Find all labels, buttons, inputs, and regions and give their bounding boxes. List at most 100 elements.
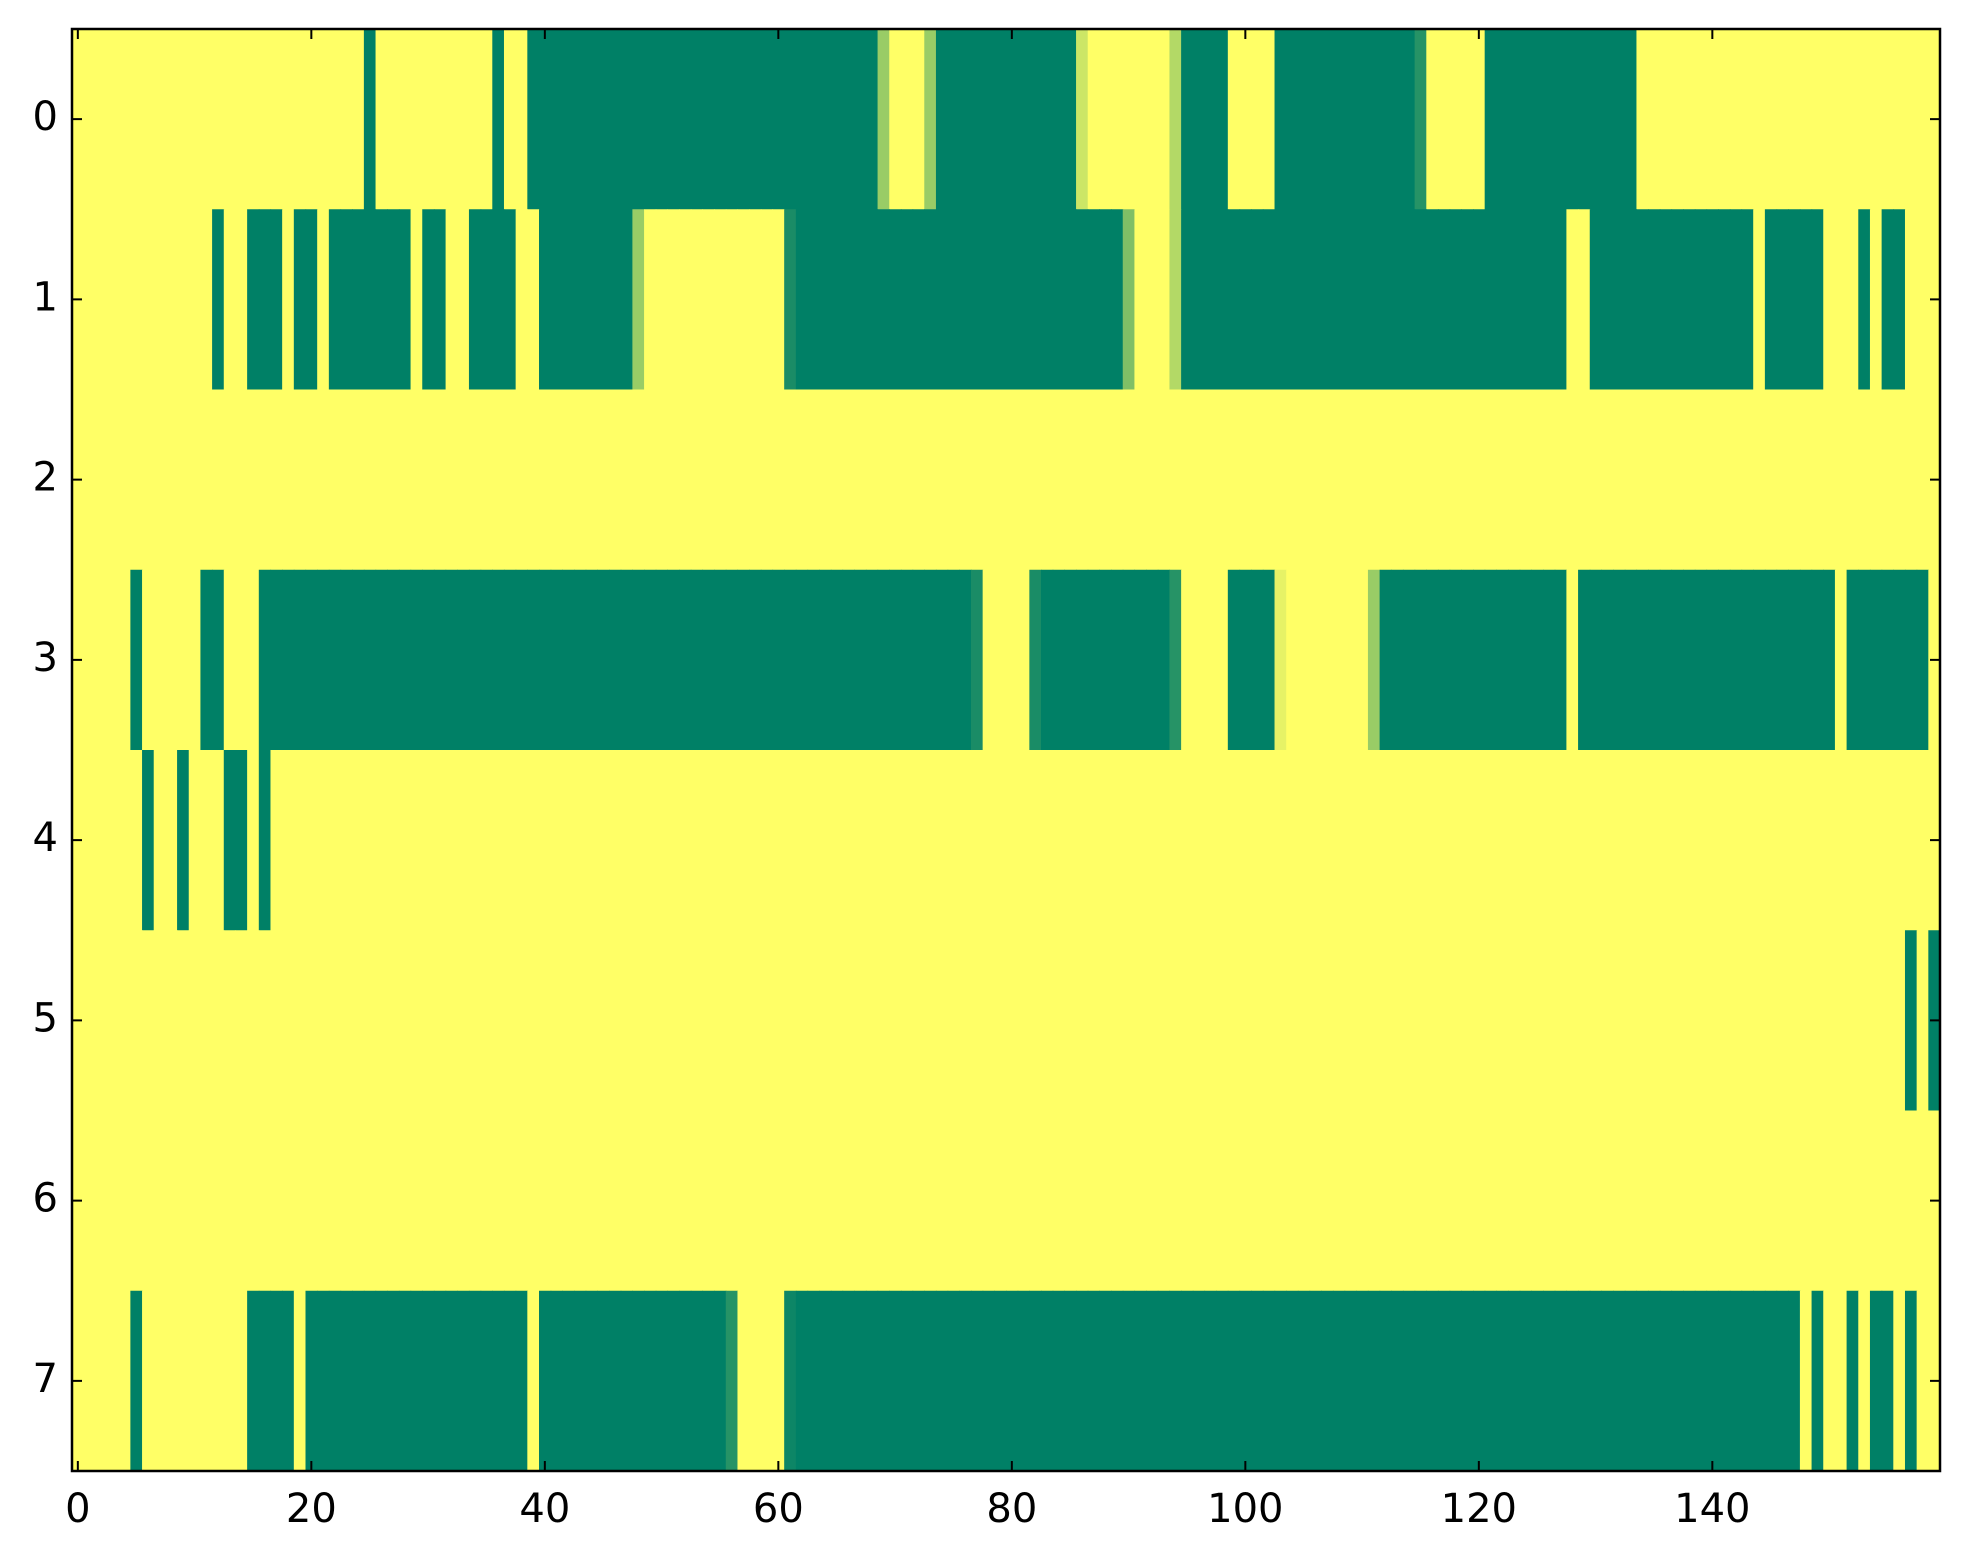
heatmap-cell	[282, 209, 295, 391]
heatmap-cell	[1449, 1290, 1462, 1472]
heatmap-cell	[247, 930, 260, 1112]
heatmap-cell	[667, 209, 680, 391]
heatmap-cell	[994, 569, 1007, 751]
heatmap-cell	[842, 1290, 855, 1472]
heatmap-cell	[130, 389, 143, 571]
heatmap-cell	[1776, 750, 1789, 931]
heatmap-cell	[1146, 1290, 1159, 1472]
heatmap-cell	[387, 29, 400, 210]
heatmap-cell	[410, 1290, 423, 1472]
heatmap-cell	[1893, 1110, 1906, 1292]
heatmap-cell	[1029, 569, 1042, 751]
heatmap-cell	[1718, 569, 1731, 751]
heatmap-cell	[1076, 389, 1089, 571]
heatmap-cell	[1064, 569, 1077, 751]
heatmap-cell	[597, 750, 610, 931]
heatmap-cell	[1087, 1290, 1100, 1472]
heatmap-cell	[445, 389, 458, 571]
heatmap-cell	[1099, 930, 1112, 1112]
heatmap-cell	[947, 1290, 960, 1472]
heatmap-cell	[1741, 1290, 1754, 1472]
heatmap-cell	[1064, 209, 1077, 391]
heatmap-cell	[223, 389, 237, 571]
heatmap-cell	[842, 750, 855, 931]
heatmap-cell	[340, 209, 353, 391]
heatmap-cell	[1659, 1110, 1673, 1292]
heatmap-cell	[597, 209, 610, 391]
heatmap-cell	[422, 750, 435, 931]
heatmap-cell	[468, 750, 482, 931]
heatmap-cell	[142, 29, 155, 210]
heatmap-cell	[503, 1290, 517, 1472]
heatmap-cell	[1099, 750, 1112, 931]
heatmap-cell	[1309, 1290, 1322, 1472]
heatmap-cell	[714, 389, 727, 571]
heatmap-cell	[142, 1290, 155, 1472]
heatmap-cell	[784, 29, 797, 210]
heatmap-cell	[118, 209, 131, 391]
heatmap-cell	[1893, 750, 1906, 931]
heatmap-cell	[1262, 569, 1276, 751]
heatmap-cell	[1297, 209, 1311, 391]
heatmap-cell	[1321, 29, 1334, 210]
heatmap-cell	[223, 930, 237, 1112]
heatmap-cell	[749, 1110, 762, 1292]
heatmap-cell	[1881, 569, 1894, 751]
heatmap-cell	[1344, 389, 1357, 571]
heatmap-cell	[1064, 1110, 1077, 1292]
heatmap-cell	[935, 750, 949, 931]
heatmap-cell	[387, 209, 400, 391]
heatmap-cell	[468, 29, 482, 210]
heatmap-cell	[1601, 29, 1614, 210]
heatmap-cell	[1379, 750, 1392, 931]
heatmap-cell	[1601, 569, 1614, 751]
heatmap-cell	[1426, 750, 1439, 931]
heatmap-cell	[1869, 930, 1883, 1112]
heatmap-cell	[1134, 1110, 1147, 1292]
heatmap-cell	[877, 1110, 890, 1292]
heatmap-cell	[503, 389, 517, 571]
heatmap-cell	[900, 750, 914, 931]
heatmap-cell	[585, 1110, 598, 1292]
heatmap-cell	[1367, 930, 1381, 1112]
heatmap-cell	[515, 1110, 528, 1292]
heatmap-cell	[1297, 389, 1311, 571]
heatmap-cell	[1274, 569, 1287, 751]
heatmap-cell	[293, 1290, 307, 1472]
heatmap-cell	[1729, 389, 1743, 571]
heatmap-cell	[900, 389, 914, 571]
heatmap-cell	[1356, 389, 1369, 571]
heatmap-cell	[1344, 29, 1357, 210]
heatmap-cell	[1087, 389, 1100, 571]
heatmap-cell	[1776, 569, 1789, 751]
heatmap-cell	[795, 930, 809, 1112]
heatmap-cell	[819, 29, 832, 210]
heatmap-cell	[655, 569, 669, 751]
heatmap-cell	[1146, 569, 1159, 751]
heatmap-cell	[795, 750, 809, 931]
heatmap-cell	[655, 930, 669, 1112]
y-tick-label: 6	[33, 1176, 58, 1222]
heatmap-cell	[200, 750, 213, 931]
heatmap-cell	[772, 389, 785, 571]
heatmap-cell	[1402, 1290, 1416, 1472]
heatmap-cell	[445, 1290, 458, 1472]
heatmap-cell	[1169, 1110, 1182, 1292]
heatmap-cell	[1286, 389, 1299, 571]
heatmap-cell	[1543, 750, 1556, 931]
heatmap-cell	[317, 29, 330, 210]
heatmap-cell	[410, 930, 423, 1112]
heatmap-cell	[562, 750, 575, 931]
heatmap-cell	[1402, 1110, 1416, 1292]
heatmap-cell	[1181, 1110, 1194, 1292]
heatmap-cell	[1192, 569, 1206, 751]
heatmap-cell	[1134, 29, 1147, 210]
heatmap-cell	[1753, 1290, 1766, 1472]
heatmap-cell	[620, 1290, 633, 1472]
heatmap-cell	[1134, 930, 1147, 1112]
y-tick-label: 5	[33, 995, 58, 1041]
heatmap-cell	[1869, 389, 1883, 571]
heatmap-cell	[1566, 389, 1579, 571]
heatmap-cell	[854, 569, 867, 751]
heatmap-cell	[142, 930, 155, 1112]
